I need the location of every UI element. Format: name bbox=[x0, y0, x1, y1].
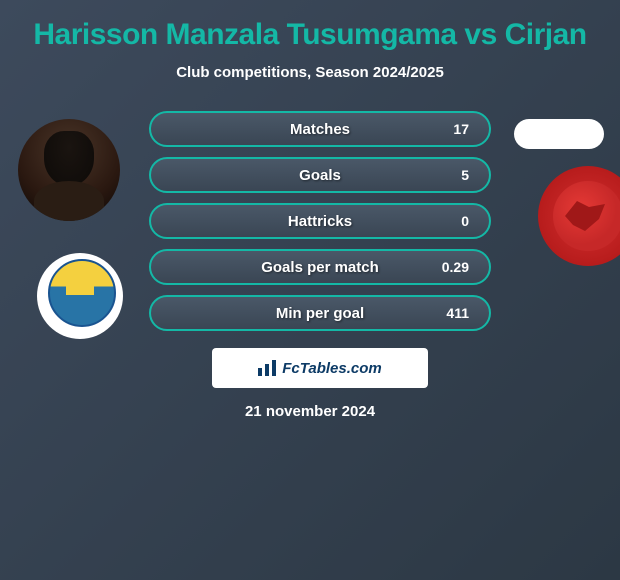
stat-label: Goals bbox=[299, 167, 341, 184]
stat-label: Goals per match bbox=[261, 259, 379, 276]
stat-right-value: 0.29 bbox=[439, 259, 469, 275]
bar-chart-icon bbox=[258, 360, 276, 376]
subtitle: Club competitions, Season 2024/2025 bbox=[10, 64, 610, 81]
stat-row-min-per-goal: Min per goal 411 bbox=[149, 295, 491, 331]
stats-column: Matches 17 Goals 5 Hattricks 0 Goals per… bbox=[149, 111, 491, 341]
stat-label: Hattricks bbox=[288, 213, 352, 230]
stat-row-matches: Matches 17 bbox=[149, 111, 491, 147]
dinamo-badge-icon bbox=[553, 181, 620, 251]
player2-avatar bbox=[514, 119, 604, 149]
date-label: 21 november 2024 bbox=[245, 403, 375, 420]
stat-row-goals: Goals 5 bbox=[149, 157, 491, 193]
stat-row-goals-per-match: Goals per match 0.29 bbox=[149, 249, 491, 285]
stat-right-value: 5 bbox=[439, 167, 469, 183]
stat-right-value: 0 bbox=[439, 213, 469, 229]
stat-label: Min per goal bbox=[276, 305, 364, 322]
fctables-logo[interactable]: FcTables.com bbox=[212, 348, 428, 388]
stat-label: Matches bbox=[290, 121, 350, 138]
logo-text: FcTables.com bbox=[282, 360, 381, 377]
comparison-container: Harisson Manzala Tusumgama vs Cirjan Clu… bbox=[0, 0, 620, 409]
stat-right-value: 411 bbox=[439, 305, 469, 321]
stat-right-value: 17 bbox=[439, 121, 469, 137]
player1-avatar bbox=[18, 119, 120, 221]
player2-club-badge bbox=[538, 166, 620, 266]
page-title: Harisson Manzala Tusumgama vs Cirjan bbox=[10, 18, 610, 52]
comparison-area: Matches 17 Goals 5 Hattricks 0 Goals per… bbox=[10, 111, 610, 391]
petrolul-badge-icon bbox=[48, 259, 112, 333]
player1-club-badge bbox=[37, 253, 123, 339]
stat-row-hattricks: Hattricks 0 bbox=[149, 203, 491, 239]
